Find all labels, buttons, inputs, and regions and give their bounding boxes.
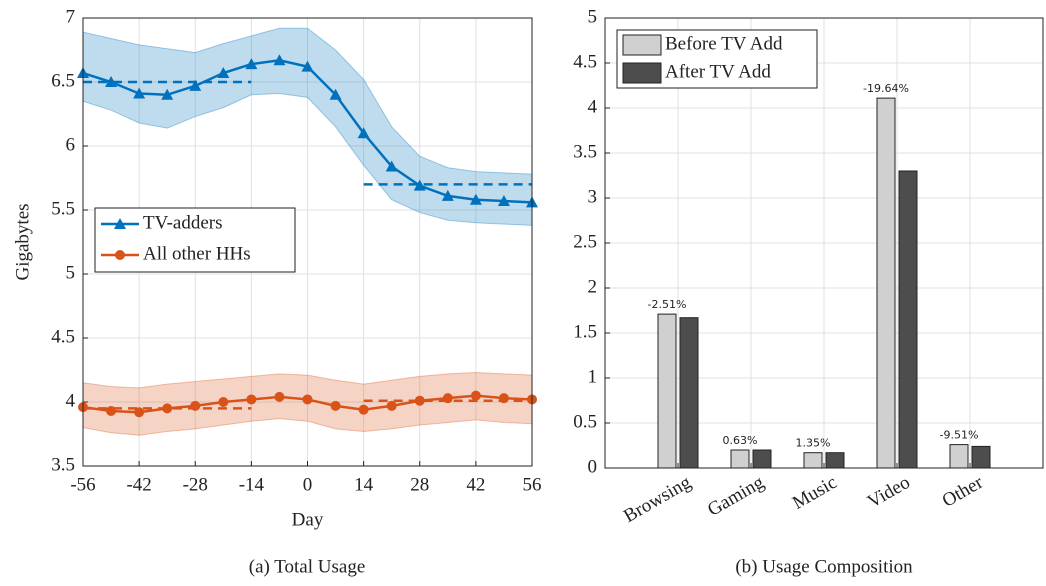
marker (161, 88, 174, 100)
y-tick-label: 7 (66, 6, 76, 27)
bar (803, 452, 823, 469)
x-tick-label: Browsing (620, 472, 695, 527)
marker (189, 79, 202, 91)
marker (498, 393, 509, 404)
y-tick-label: 5.5 (51, 198, 75, 219)
marker (470, 390, 481, 401)
marker (274, 391, 285, 402)
x-tick-label: 28 (410, 474, 429, 495)
x-axis-label: Day (292, 509, 324, 530)
legend-label: TV-adders (143, 212, 223, 233)
x-tick-label: 14 (354, 474, 374, 495)
bar-annotation: 0.63% (723, 434, 758, 447)
y-tick-label: 0.5 (573, 411, 597, 432)
legend-marker (114, 218, 126, 229)
marker (133, 87, 146, 99)
bar (876, 97, 896, 469)
bar (825, 452, 845, 469)
marker (358, 404, 369, 415)
y-tick-label: 4.5 (51, 326, 75, 347)
x-tick-label: Gaming (704, 472, 768, 521)
x-tick-label: -14 (239, 474, 265, 495)
axes-box (82, 17, 533, 467)
legend-label: Before TV Add (665, 33, 783, 54)
marker (441, 189, 454, 201)
caption: (a) Total Usage (249, 556, 366, 577)
marker (469, 193, 482, 205)
marker (330, 400, 341, 411)
marker (134, 407, 145, 418)
y-tick-label: 4.5 (573, 51, 597, 72)
marker (497, 195, 510, 207)
bar (679, 317, 699, 469)
y-tick-label: 1 (588, 366, 598, 387)
bar-annotation: -19.64% (863, 82, 909, 95)
marker (245, 58, 258, 70)
legend-label: All other HHs (143, 243, 251, 264)
y-tick-label: 3.5 (573, 141, 597, 162)
x-tick-label: Video (864, 472, 914, 513)
x-tick-label: -56 (70, 474, 95, 495)
x-tick-label: -28 (183, 474, 208, 495)
x-tick-label: 42 (466, 474, 485, 495)
y-tick-label: 3 (588, 186, 598, 207)
y-tick-label: 1.5 (573, 321, 597, 342)
marker (246, 394, 257, 405)
x-tick-label: -42 (126, 474, 151, 495)
y-tick-label: 5 (588, 6, 598, 27)
y-tick-label: 4 (588, 96, 598, 117)
marker (413, 179, 426, 191)
x-tick-label: 0 (303, 474, 313, 495)
axes-box (604, 17, 1044, 469)
bar (752, 449, 772, 469)
legend-swatch (622, 62, 662, 84)
marker (105, 76, 118, 87)
marker (190, 400, 201, 411)
y-tick-label: 3.5 (51, 454, 75, 475)
marker (301, 60, 314, 72)
marker (162, 403, 173, 414)
marker (218, 397, 229, 407)
marker (302, 394, 313, 405)
marker (329, 88, 342, 100)
marker (106, 405, 117, 416)
legend-swatch (622, 34, 662, 56)
marker (217, 67, 230, 79)
legend-marker (115, 250, 125, 260)
y-tick-label: 6.5 (51, 70, 75, 91)
legend-label: After TV Add (665, 61, 771, 82)
bar (657, 313, 677, 469)
bar-annotation: -9.51% (940, 429, 979, 442)
x-tick-label: Music (789, 472, 841, 514)
marker (414, 395, 425, 406)
bar-annotation: 1.35% (796, 437, 831, 450)
y-tick-label: 6 (66, 134, 76, 155)
bar (730, 449, 750, 469)
bar (898, 170, 918, 469)
marker (273, 54, 286, 66)
bar-annotation: -2.51% (648, 298, 687, 311)
x-tick-label: Other (939, 472, 988, 512)
marker (357, 127, 370, 139)
y-tick-label: 4 (66, 390, 76, 411)
y-tick-label: 2.5 (573, 231, 597, 252)
caption: (b) Usage Composition (735, 556, 913, 577)
y-tick-label: 5 (66, 262, 76, 283)
marker (385, 160, 398, 172)
y-axis-label: Gigabytes (12, 203, 33, 280)
bar (949, 444, 969, 469)
marker (386, 400, 397, 411)
y-tick-label: 0 (588, 456, 598, 477)
marker (442, 393, 453, 404)
y-tick-label: 2 (588, 276, 598, 297)
bar (971, 445, 991, 469)
legend-box (94, 207, 296, 273)
x-tick-label: 56 (523, 474, 542, 495)
